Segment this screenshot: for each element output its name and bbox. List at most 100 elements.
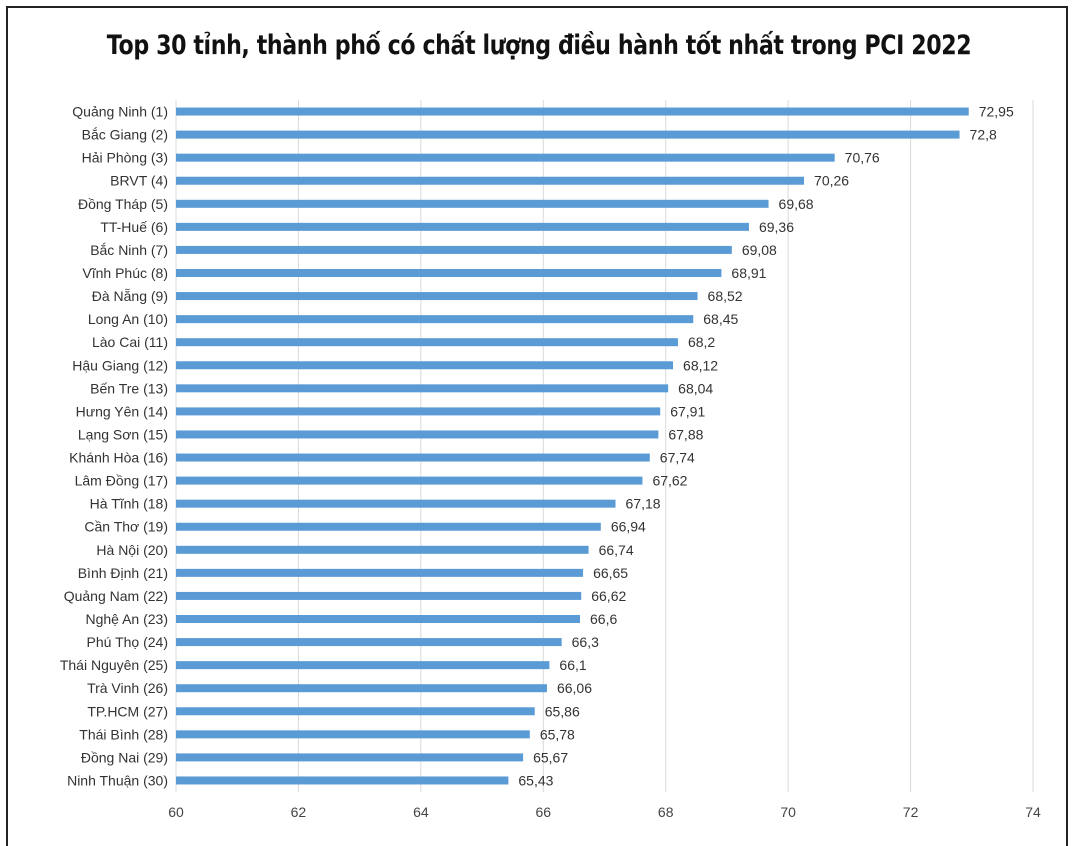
category-label: Quảng Nam (22) xyxy=(64,588,168,604)
chart-title: Top 30 tỉnh, thành phố có chất lượng điề… xyxy=(106,30,972,61)
category-label: Lào Cai (11) xyxy=(92,334,168,350)
x-tick-label: 60 xyxy=(168,804,184,820)
value-label: 69,08 xyxy=(742,242,777,258)
bar xyxy=(176,130,960,139)
bar xyxy=(176,730,530,739)
value-label: 65,67 xyxy=(533,749,568,765)
bar xyxy=(176,661,550,670)
category-label: Ninh Thuận (30) xyxy=(67,772,168,788)
category-label: Bắc Ninh (7) xyxy=(90,242,168,258)
value-label: 70,76 xyxy=(845,150,880,166)
category-label: TT-Huế (6) xyxy=(100,219,168,235)
value-label: 65,86 xyxy=(545,703,580,719)
category-label: Đồng Nai (29) xyxy=(81,749,168,765)
value-label: 68,2 xyxy=(688,334,715,350)
category-label: Hậu Giang (12) xyxy=(72,357,168,373)
value-label: 68,12 xyxy=(683,357,718,373)
category-label: Lạng Sơn (15) xyxy=(78,426,168,442)
value-label: 67,91 xyxy=(670,403,705,419)
value-label: 66,65 xyxy=(593,565,628,581)
category-label: Thái Nguyên (25) xyxy=(60,657,168,673)
gridlines xyxy=(175,100,1034,792)
value-label: 72,95 xyxy=(979,104,1014,120)
bar xyxy=(176,638,562,647)
x-tick-label: 66 xyxy=(535,804,551,820)
value-label: 70,26 xyxy=(814,173,849,189)
x-tick-label: 70 xyxy=(780,804,796,820)
value-label: 66,6 xyxy=(590,611,617,627)
value-label: 67,62 xyxy=(652,473,687,489)
value-label: 67,74 xyxy=(660,450,695,466)
bar xyxy=(176,522,601,531)
bar xyxy=(176,684,547,693)
category-label: Vĩnh Phúc (8) xyxy=(82,265,168,281)
bar xyxy=(176,776,509,785)
category-label: Bến Tre (13) xyxy=(90,380,168,396)
bar xyxy=(176,107,969,116)
category-label: TP.HCM (27) xyxy=(87,703,168,719)
value-label: 65,43 xyxy=(518,772,553,788)
value-label: 66,62 xyxy=(591,588,626,604)
value-label: 68,91 xyxy=(731,265,766,281)
bar xyxy=(176,707,535,716)
bar xyxy=(176,568,584,577)
value-label: 67,88 xyxy=(668,426,703,442)
bar xyxy=(176,292,698,301)
bar xyxy=(176,545,589,554)
category-label: Khánh Hòa (16) xyxy=(69,450,168,466)
value-label: 69,36 xyxy=(759,219,794,235)
bar xyxy=(176,407,661,416)
x-tick-label: 74 xyxy=(1025,804,1041,820)
value-label: 67,18 xyxy=(626,496,661,512)
value-label: 65,78 xyxy=(540,726,575,742)
category-label: Trà Vinh (26) xyxy=(87,680,168,696)
value-label: 68,52 xyxy=(708,288,743,304)
x-axis-ticks: 60 62 64 66 68 70 72 74 xyxy=(168,804,1041,820)
category-label: Phú Thọ (24) xyxy=(87,634,168,650)
value-label: 66,94 xyxy=(611,519,646,535)
value-label: 72,8 xyxy=(970,127,997,143)
bar xyxy=(176,499,616,508)
bar xyxy=(176,615,581,623)
value-label: 66,3 xyxy=(572,634,599,650)
x-tick-label: 64 xyxy=(413,804,429,820)
bar xyxy=(176,361,674,370)
bar xyxy=(176,315,694,324)
category-label: Thái Bình (28) xyxy=(79,726,168,742)
category-label: Bình Định (21) xyxy=(78,565,168,581)
bar xyxy=(176,753,524,762)
bar xyxy=(176,222,749,231)
category-label: Bắc Giang (2) xyxy=(82,127,168,143)
value-label: 66,06 xyxy=(557,680,592,696)
category-label: Hà Tĩnh (18) xyxy=(90,496,168,512)
value-label: 68,04 xyxy=(678,380,713,396)
value-label: 66,74 xyxy=(599,542,634,558)
bar xyxy=(176,338,678,347)
x-tick-label: 72 xyxy=(903,804,919,820)
category-label: Hưng Yên (14) xyxy=(76,403,168,419)
bar xyxy=(176,476,643,485)
category-label: BRVT (4) xyxy=(110,173,168,189)
bar xyxy=(176,591,582,600)
bar xyxy=(176,430,659,439)
category-label: Quảng Ninh (1) xyxy=(72,104,168,120)
bar xyxy=(176,153,835,162)
category-label: Nghệ An (23) xyxy=(86,611,169,627)
x-tick-label: 62 xyxy=(291,804,307,820)
category-label: Cần Thơ (19) xyxy=(84,519,168,535)
value-label: 68,45 xyxy=(703,311,738,327)
value-label: 69,68 xyxy=(779,196,814,212)
category-label: Hải Phòng (3) xyxy=(82,150,168,166)
category-labels: Quảng Ninh (1) Bắc Giang (2) Hải Phòng (3)… xyxy=(60,104,168,789)
category-label: Hà Nội (20) xyxy=(96,542,168,558)
category-label: Long An (10) xyxy=(88,311,168,327)
category-label: Đồng Tháp (5) xyxy=(78,196,168,212)
x-tick-label: 68 xyxy=(658,804,674,820)
bar xyxy=(176,384,669,393)
bars xyxy=(176,107,969,785)
category-label: Lâm Đồng (17) xyxy=(75,473,168,489)
bar xyxy=(176,453,650,462)
bar xyxy=(176,199,769,208)
